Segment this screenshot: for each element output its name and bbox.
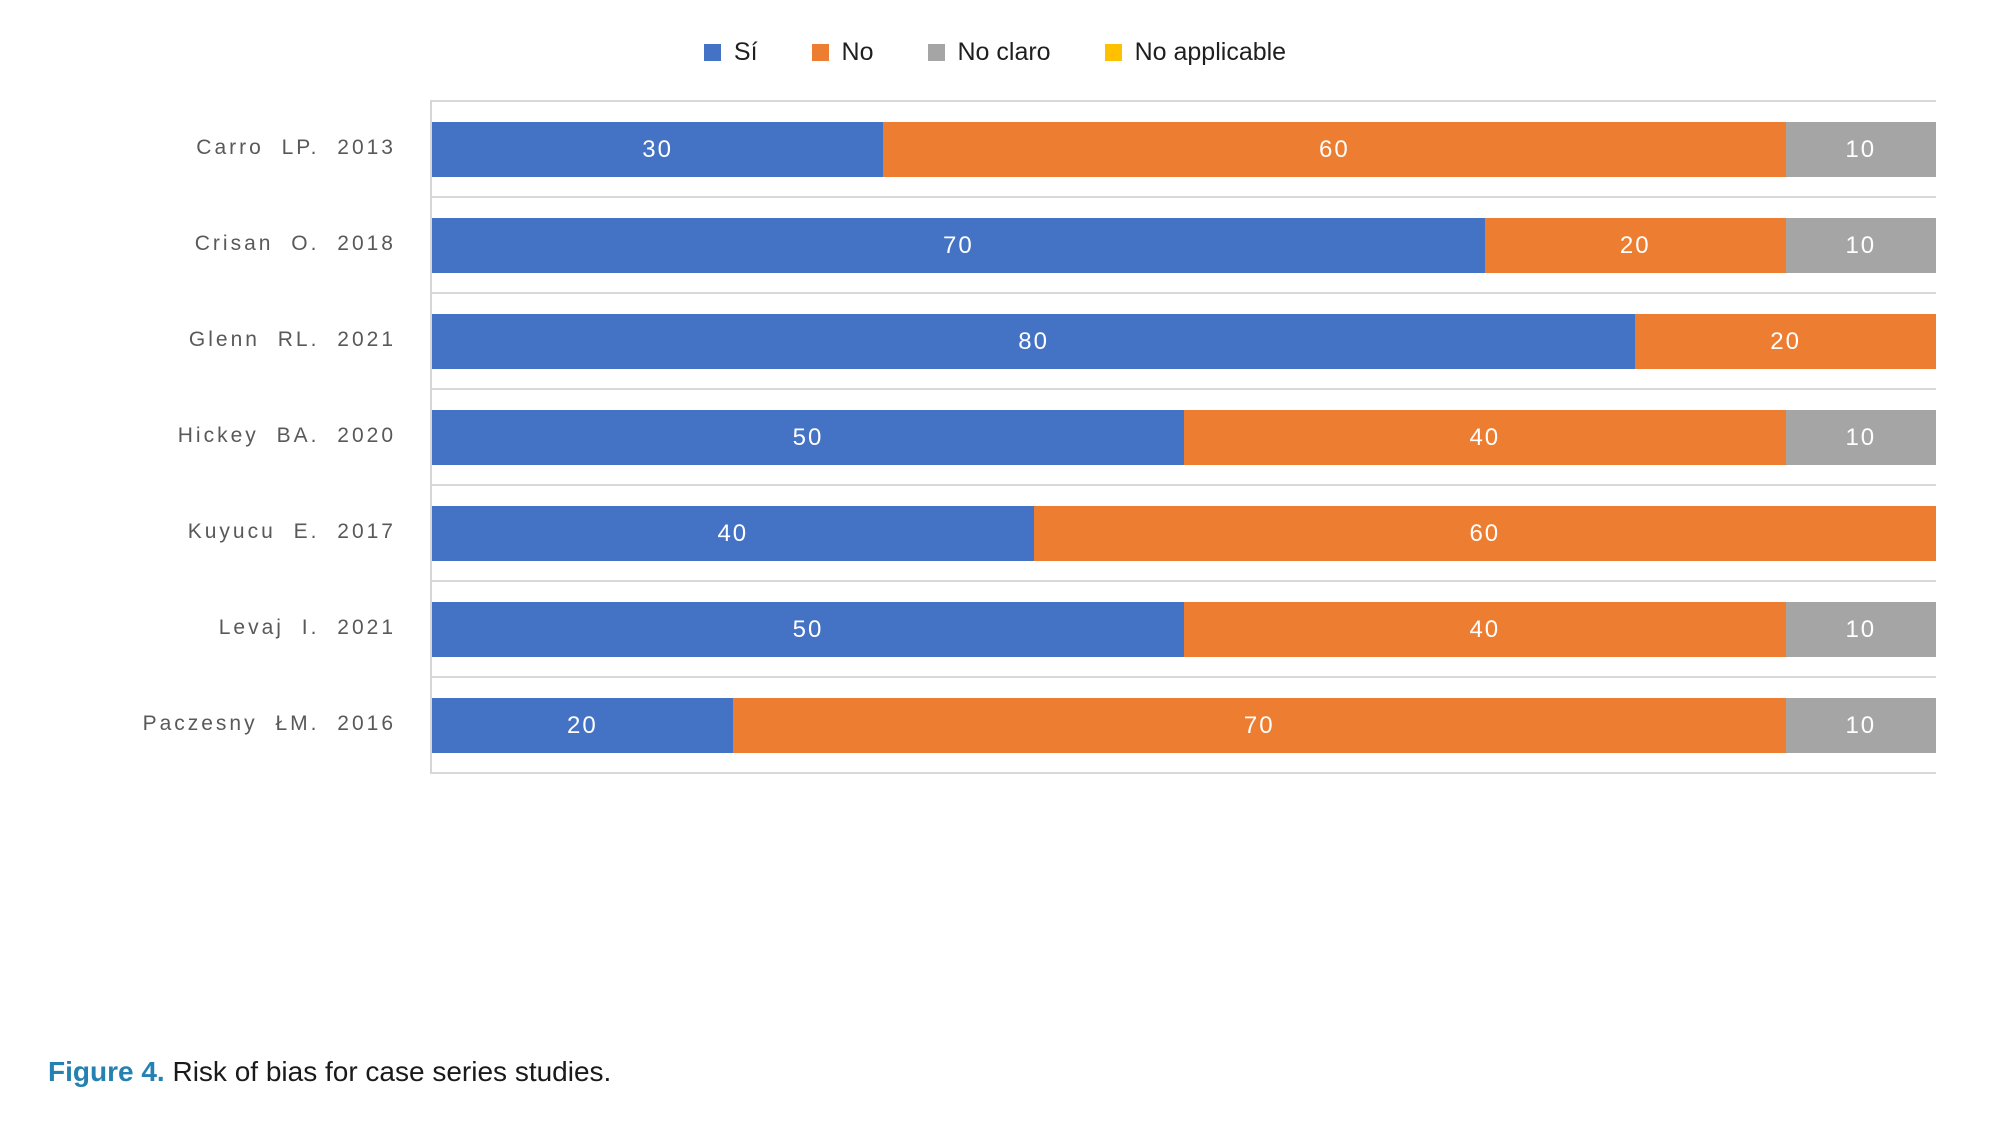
chart-legend: Sí No No claro No applicable — [0, 36, 1990, 68]
segment-value-label: 70 — [1243, 711, 1275, 739]
segment-value-label: 10 — [1845, 711, 1877, 739]
segment-value-label: 80 — [1018, 327, 1049, 355]
category-band-kuyucu-e-2017: 40 60 — [432, 484, 1936, 580]
y-axis-label-carro-lp-2013: Carro LP. 2013 — [196, 136, 396, 159]
bar-segment-no-hickey-ba-2020: 40 — [1184, 410, 1786, 465]
category-band-carro-lp-2013: 30 60 10 — [432, 100, 1936, 196]
legend-swatch-no-claro — [927, 43, 945, 61]
bar-segment-si-carro-lp-2013: 30 — [432, 122, 884, 177]
y-axis-label-hickey-ba-2020: Hickey BA. 2020 — [177, 424, 396, 447]
bar-segment-no-paczesny-m-2016: 70 — [732, 698, 1786, 753]
y-axis-labels: Carro LP. 2013 Crisan O. 2018 Glenn RL. 20… — [0, 100, 396, 774]
bar-segment-si-glenn-rl-2021: 80 — [432, 314, 1636, 369]
figure-caption: Figure 4. Risk of bias for case series s… — [48, 1056, 611, 1088]
y-axis-label-kuyucu-e-2017: Kuyucu E. 2017 — [187, 520, 396, 543]
bar-row-paczesny-m-2016: 20 70 10 — [432, 698, 1936, 753]
category-band-levaj-i-2021: 50 40 10 — [432, 580, 1936, 676]
bar-segment-si-hickey-ba-2020: 50 — [432, 410, 1184, 465]
segment-value-label: 60 — [1319, 135, 1350, 163]
y-axis-label-crisan-o-2018: Crisan O. 2018 — [194, 232, 396, 255]
bar-segment-no-claro-levaj-i-2021: 10 — [1785, 602, 1936, 657]
bar-row-crisan-o-2018: 70 20 10 — [432, 218, 1936, 273]
figure-caption-text: Risk of bias for case series studies. — [172, 1056, 612, 1087]
bar-segment-no-levaj-i-2021: 40 — [1184, 602, 1786, 657]
segment-value-label: 20 — [1770, 327, 1801, 355]
segment-value-label: 10 — [1845, 231, 1877, 259]
legend-item-no-applicable: No applicable — [1104, 37, 1287, 66]
segment-value-label: 60 — [1469, 519, 1501, 547]
segment-value-label: 10 — [1845, 615, 1877, 643]
figure-number-label: Figure 4. — [48, 1056, 165, 1087]
bar-segment-si-paczesny-m-2016: 20 — [432, 698, 733, 753]
legend-swatch-si — [703, 43, 721, 61]
bar-row-kuyucu-e-2017: 40 60 — [432, 506, 1936, 561]
bar-segment-no-claro-crisan-o-2018: 10 — [1785, 218, 1936, 273]
bar-segment-si-levaj-i-2021: 50 — [432, 602, 1184, 657]
bar-segment-no-carro-lp-2013: 60 — [883, 122, 1786, 177]
legend-swatch-no — [811, 43, 829, 61]
bar-segment-no-claro-paczesny-m-2016: 10 — [1785, 698, 1936, 753]
bar-segment-si-kuyucu-e-2017: 40 — [432, 506, 1034, 561]
legend-label-no-applicable: No applicable — [1134, 37, 1287, 66]
category-band-glenn-rl-2021: 80 20 — [432, 292, 1936, 388]
y-axis-label-glenn-rl-2021: Glenn RL. 2021 — [188, 328, 396, 351]
segment-value-label: 40 — [1469, 615, 1501, 643]
bar-segment-si-crisan-o-2018: 70 — [432, 218, 1485, 273]
segment-value-label: 70 — [943, 231, 974, 259]
bar-row-glenn-rl-2021: 80 20 — [432, 314, 1936, 369]
segment-value-label: 50 — [792, 615, 824, 643]
segment-value-label: 40 — [1469, 423, 1501, 451]
legend-label-no: No — [841, 37, 874, 66]
segment-value-label: 50 — [792, 423, 824, 451]
category-band-hickey-ba-2020: 50 40 10 — [432, 388, 1936, 484]
legend-item-si: Sí — [703, 37, 758, 66]
bar-segment-no-claro-carro-lp-2013: 10 — [1785, 122, 1936, 177]
segment-value-label: 40 — [717, 519, 749, 547]
segment-value-label: 20 — [567, 711, 598, 739]
bar-segment-no-claro-hickey-ba-2020: 10 — [1785, 410, 1936, 465]
bar-row-carro-lp-2013: 30 60 10 — [432, 122, 1936, 177]
bar-segment-no-glenn-rl-2021: 20 — [1635, 314, 1936, 369]
legend-label-si: Sí — [733, 37, 758, 66]
legend-item-no-claro: No claro — [927, 37, 1051, 66]
category-band-crisan-o-2018: 70 20 10 — [432, 196, 1936, 292]
bar-segment-no-crisan-o-2018: 20 — [1484, 218, 1786, 273]
segment-value-label: 30 — [642, 135, 673, 163]
bar-segment-no-kuyucu-e-2017: 60 — [1033, 506, 1936, 561]
y-axis-label-levaj-i-2021: Levaj I. 2021 — [218, 616, 396, 639]
segment-value-label: 20 — [1619, 231, 1651, 259]
bar-row-levaj-i-2021: 50 40 10 — [432, 602, 1936, 657]
legend-swatch-no-applicable — [1104, 43, 1122, 61]
y-axis-label-paczesny-m-2016: Paczesny ŁM. 2016 — [142, 712, 396, 735]
bar-row-hickey-ba-2020: 50 40 10 — [432, 410, 1936, 465]
category-band-paczesny-m-2016: 20 70 10 — [432, 676, 1936, 772]
plot-area: 30 60 10 70 20 10 80 20 50 40 10 40 60 50 40 10 20 70 10 — [430, 100, 1936, 774]
segment-value-label: 10 — [1845, 423, 1877, 451]
segment-value-label: 10 — [1845, 135, 1877, 163]
legend-label-no-claro: No claro — [957, 37, 1051, 66]
legend-item-no: No — [811, 37, 874, 66]
